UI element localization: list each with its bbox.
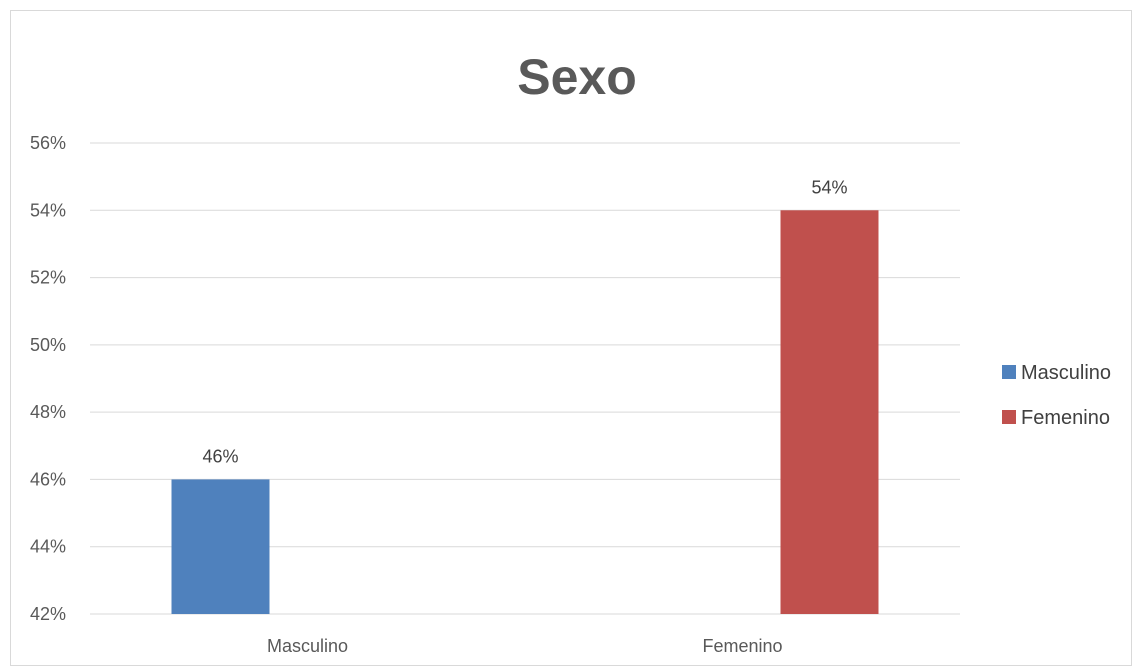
y-tick-label: 54% [30,200,66,220]
bar-masculino [171,479,270,614]
y-tick-label: 42% [30,604,66,624]
chart-title: Sexo [517,49,637,105]
data-labels: 46% 54% [202,177,847,466]
y-tick-label: 50% [30,335,66,355]
legend-label: Femenino [1021,407,1110,429]
x-tick-label: Masculino [267,636,348,656]
y-tick-label: 44% [30,537,66,557]
legend-label: Masculino [1021,362,1111,384]
y-tick-label: 56% [30,133,66,153]
y-axis-ticks: 42% 44% 46% 48% 50% 52% 54% 56% [30,133,66,624]
data-label: 54% [811,177,847,197]
data-label: 46% [202,446,238,466]
y-tick-label: 46% [30,469,66,489]
y-tick-label: 48% [30,402,66,422]
y-tick-label: 52% [30,268,66,288]
x-tick-label: Femenino [702,636,782,656]
legend-swatch [1002,365,1016,379]
legend: Masculino Femenino [1002,362,1111,429]
bars [171,210,879,615]
legend-swatch [1002,410,1016,424]
bar-femenino [780,210,879,615]
x-axis-ticks: Masculino Femenino [267,636,783,656]
